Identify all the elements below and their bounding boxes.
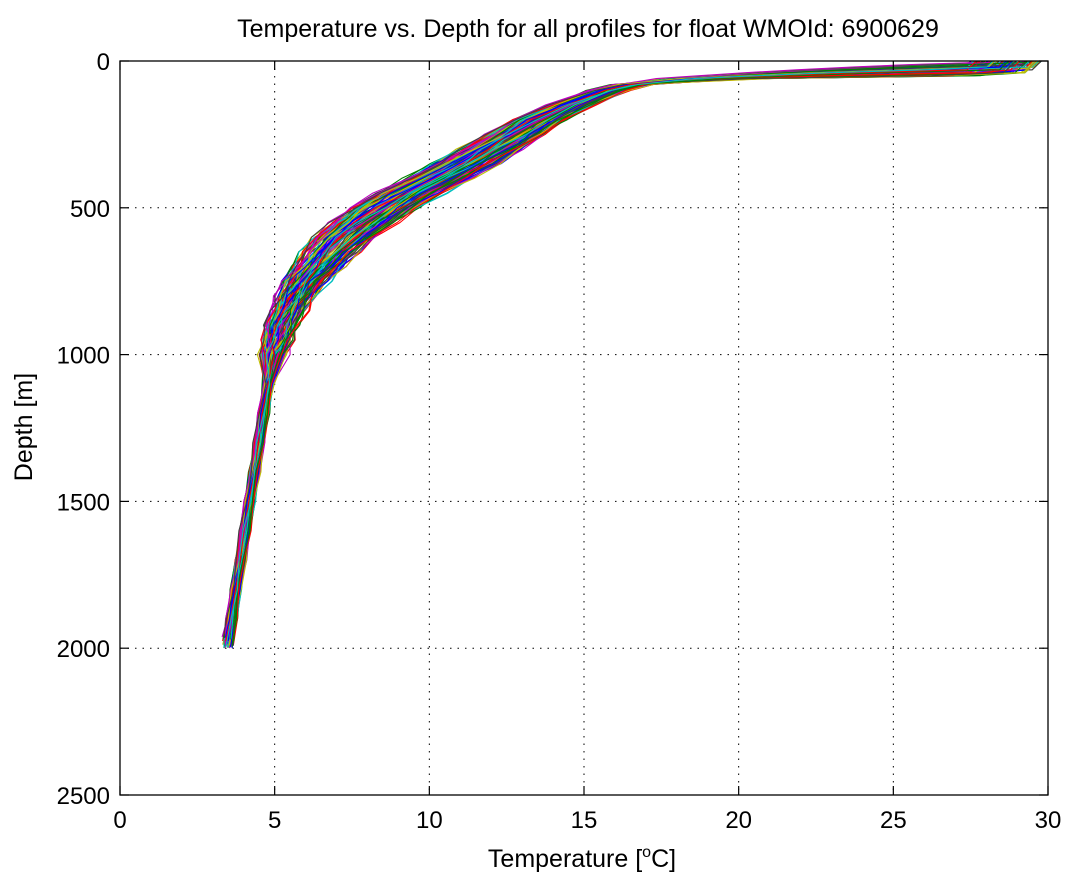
- x-axis-label-suffix: C]: [651, 845, 676, 873]
- y-tick-label: 1500: [57, 489, 110, 516]
- y-tick-label: 1000: [57, 343, 110, 370]
- x-tick-label: 5: [268, 807, 281, 834]
- x-tick-labels: 0 5 10 15 20 25 30: [113, 807, 1061, 834]
- x-tick-label: 15: [571, 807, 598, 834]
- x-tick-label: 25: [880, 807, 907, 834]
- profiles-group: [221, 60, 1042, 649]
- profile-line: [231, 60, 1010, 647]
- x-tick-label: 20: [725, 807, 752, 834]
- x-tick-label: 10: [416, 807, 443, 834]
- y-tick-label: 2500: [57, 783, 110, 810]
- y-tick-label: 0: [97, 49, 110, 76]
- x-axis-label-text: Temperature [: [488, 845, 642, 873]
- chart-title: Temperature vs. Depth for all profiles f…: [237, 15, 939, 43]
- x-tick-label: 0: [113, 807, 126, 834]
- y-tick-labels: 0 500 1000 1500 2000 2500: [57, 49, 110, 810]
- grid-lines: [120, 61, 1048, 795]
- y-tick-label: 500: [70, 196, 110, 223]
- x-tick-label: 30: [1035, 807, 1062, 834]
- profile-line: [225, 60, 994, 648]
- profile-line: [222, 60, 1017, 640]
- x-axis-label: Temperature [oC]: [488, 844, 676, 873]
- profile-line: [226, 60, 996, 640]
- y-axis-label: Depth [m]: [10, 373, 38, 481]
- axis-ticks: [119, 60, 1049, 796]
- x-axis-label-superscript: o: [642, 844, 651, 861]
- y-tick-label: 2000: [57, 636, 110, 663]
